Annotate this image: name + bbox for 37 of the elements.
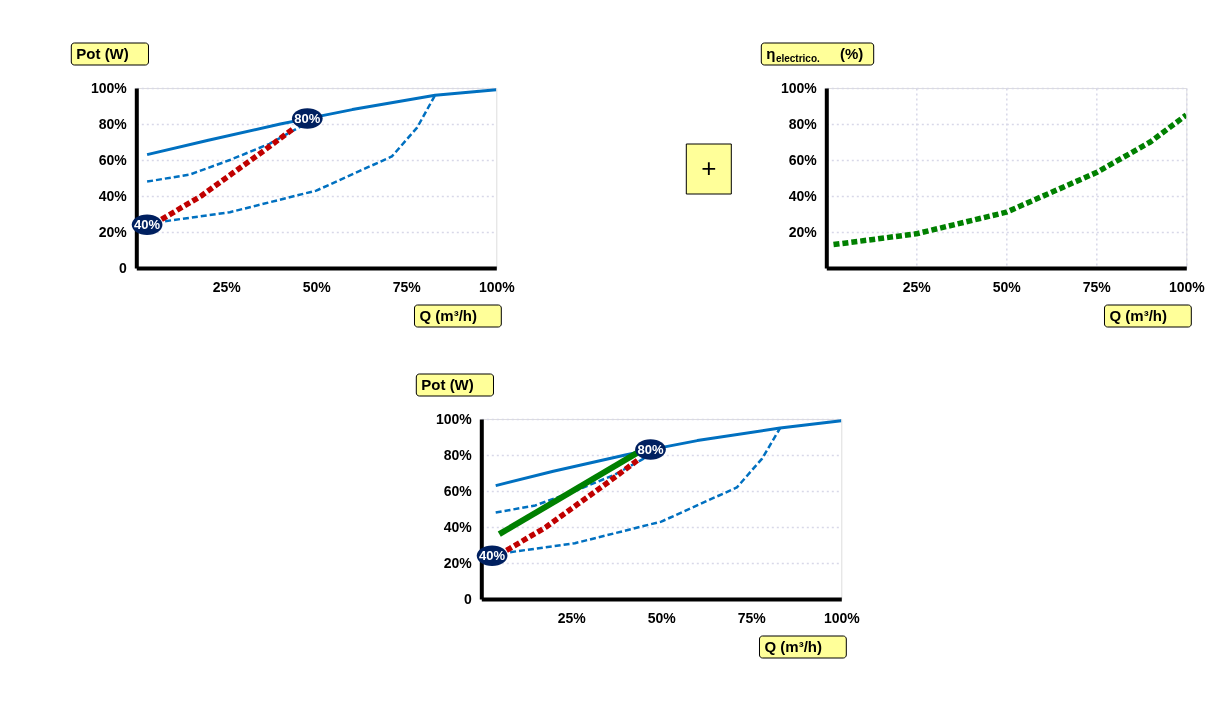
y-tick-label: 0: [464, 590, 472, 607]
y-tick-label: 100%: [90, 79, 128, 96]
y-tick-label: 40%: [443, 518, 473, 535]
annotation: 40%: [134, 216, 161, 232]
x-tick-label: 25%: [902, 278, 932, 295]
x-tick-label: 75%: [737, 609, 767, 626]
x-tick-label: 100%: [1168, 278, 1206, 295]
y-tick-label: 20%: [98, 223, 128, 240]
y-tick-label: 60%: [98, 151, 128, 168]
y-tick-label: 40%: [98, 187, 128, 204]
y-axis-title: Pot (W): [421, 376, 474, 393]
x-tick-label: 100%: [478, 278, 516, 295]
y-tick-label: 80%: [788, 115, 818, 132]
x-axis-title: Q (m³/h): [1109, 307, 1167, 324]
x-tick-label: 75%: [1082, 278, 1112, 295]
y-tick-label: 20%: [443, 554, 473, 571]
x-tick-label: 50%: [992, 278, 1022, 295]
y-tick-label: 100%: [435, 410, 473, 427]
text: +: [701, 153, 717, 183]
y-axis-title: Pot (W): [76, 45, 129, 62]
x-tick-label: 75%: [392, 278, 422, 295]
x-tick-label: 100%: [823, 609, 861, 626]
x-axis-title: Q (m³/h): [419, 307, 477, 324]
y-tick-label: 60%: [788, 151, 818, 168]
y-tick-label: 40%: [788, 187, 818, 204]
y-tick-label: 0: [119, 259, 127, 276]
y-tick-label: 80%: [98, 115, 128, 132]
x-tick-label: 25%: [557, 609, 587, 626]
x-tick-label: 50%: [302, 278, 332, 295]
y-tick-label: 20%: [788, 223, 818, 240]
y-tick-label: 80%: [443, 446, 473, 463]
x-tick-label: 25%: [212, 278, 242, 295]
y-tick-label: 100%: [780, 79, 818, 96]
y-tick-label: 60%: [443, 482, 473, 499]
annotation: 40%: [479, 547, 506, 563]
x-tick-label: 50%: [647, 609, 677, 626]
x-axis-title: Q (m³/h): [764, 638, 822, 655]
